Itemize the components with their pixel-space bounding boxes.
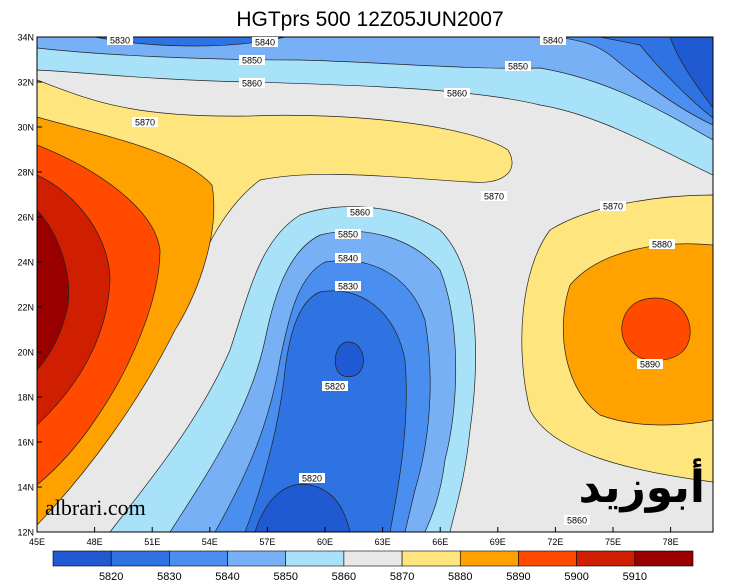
contour-label: 5820 — [302, 474, 322, 484]
fill-region — [621, 297, 691, 361]
lon-label: 60E — [317, 537, 333, 547]
label-box — [600, 201, 626, 211]
label-box — [299, 473, 325, 483]
lon-label: 78E — [663, 537, 679, 547]
label-box — [252, 37, 278, 47]
lon-label: 45E — [29, 537, 45, 547]
lat-label: 26N — [17, 213, 34, 223]
label-box — [335, 281, 361, 291]
colorbar-box — [343, 550, 403, 567]
lat-label: 20N — [17, 348, 34, 358]
colorbar-box — [518, 550, 577, 567]
colorbar-label: 5820 — [99, 571, 123, 583]
colorbar-box — [459, 550, 519, 567]
colorbar-label: 5860 — [332, 571, 356, 583]
fill-region — [254, 483, 351, 532]
label-box — [564, 515, 590, 525]
colorbar-label: 5830 — [157, 571, 181, 583]
lat-label: 24N — [17, 258, 34, 268]
fill-region — [37, 209, 70, 371]
colorbar-label: 5880 — [448, 571, 472, 583]
contour-label: 5860 — [242, 79, 262, 89]
lat-label: 16N — [17, 438, 34, 448]
title: HGTprs 500 12Z05JUN2007 — [236, 8, 503, 31]
label-box — [649, 239, 675, 249]
label-box — [322, 381, 348, 391]
watermark: أبوزيد — [579, 458, 705, 513]
lon-label: 57E — [259, 537, 275, 547]
lon-label: 66E — [432, 537, 448, 547]
lat-label: 22N — [17, 303, 34, 313]
map-frame — [36, 36, 714, 533]
contour-label: 5830 — [338, 282, 358, 292]
lon-label: 69E — [490, 537, 506, 547]
contour-label: 5870 — [135, 118, 155, 128]
contour-label: 5870 — [484, 192, 504, 202]
label-box — [239, 78, 265, 88]
contour-label: 5870 — [603, 202, 623, 212]
colorbar-label: 5850 — [273, 571, 297, 583]
lon-label: 48E — [87, 537, 103, 547]
label-box — [481, 191, 507, 201]
label-box — [505, 61, 531, 71]
label-box — [107, 35, 133, 45]
label-box — [444, 88, 470, 98]
contour-label: 5890 — [640, 360, 660, 370]
lat-label: 32N — [17, 78, 34, 88]
contour-label: 5820 — [325, 382, 345, 392]
map-fills — [37, 37, 713, 532]
fill-region — [37, 37, 713, 141]
lon-label: 75E — [605, 537, 621, 547]
colorbar-box — [576, 550, 636, 567]
colorbar-box — [169, 550, 228, 567]
colorbar-box — [285, 550, 345, 567]
contour-label: 5840 — [543, 36, 563, 46]
lon-label: 51E — [144, 537, 160, 547]
colorbar-box — [634, 550, 694, 567]
contour-label: 5840 — [255, 38, 275, 48]
lon-label: 54E — [202, 537, 218, 547]
lat-label: 30N — [17, 123, 34, 133]
lat-label: 34N — [17, 33, 34, 43]
lat-label: 14N — [17, 483, 34, 493]
lat-label: 28N — [17, 168, 34, 178]
contour-labels: 5830 5840 5840 5850 5850 5860 5860 5870 5870 5870… — [107, 35, 675, 526]
colorbar-label: 5910 — [623, 571, 647, 583]
contour-label: 5860 — [350, 208, 370, 218]
label-box — [132, 117, 158, 127]
contour-label: 5860 — [567, 516, 587, 526]
contour-label: 5850 — [508, 62, 528, 72]
label-box — [335, 253, 361, 263]
lon-label: 63E — [375, 537, 391, 547]
colorbar-box — [227, 550, 287, 567]
colorbar-box — [52, 550, 112, 567]
fill-region — [37, 37, 713, 176]
colorbar-label: 5890 — [506, 571, 530, 583]
lat-label: 12N — [17, 528, 34, 538]
fill-region — [334, 341, 364, 378]
label-box — [637, 359, 663, 369]
contour-label: 5850 — [242, 56, 262, 66]
contour-label: 5850 — [338, 230, 358, 240]
colorbar-label: 5840 — [215, 571, 239, 583]
watermark: albrari.com — [45, 495, 146, 520]
label-box — [239, 55, 265, 65]
contour-label: 5830 — [110, 36, 130, 46]
label-box — [347, 207, 373, 217]
contour-label: 5860 — [447, 89, 467, 99]
contour-label: 5840 — [338, 254, 358, 264]
colorbar-box — [401, 550, 461, 567]
lon-label: 72E — [547, 537, 563, 547]
contour-label: 5880 — [652, 240, 672, 250]
colorbar-label: 5870 — [390, 571, 414, 583]
colorbar-label: 5900 — [564, 571, 588, 583]
lat-label: 18N — [17, 393, 34, 403]
colorbar: 5820 5830 5840 5850 5860 5870 5880 5890 5900 5910 — [52, 550, 694, 583]
colorbar-box — [110, 550, 170, 567]
label-box — [540, 35, 566, 45]
label-box — [335, 229, 361, 239]
